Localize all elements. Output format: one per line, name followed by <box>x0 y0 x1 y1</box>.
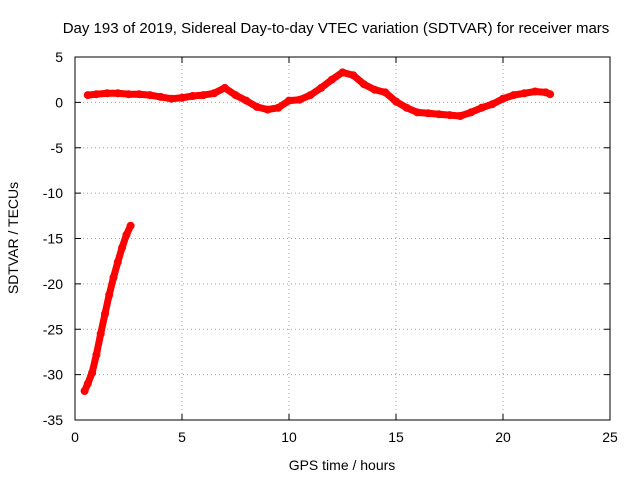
data-point <box>242 96 251 105</box>
data-point <box>392 97 400 106</box>
data-point <box>188 92 197 100</box>
data-point <box>103 89 112 98</box>
data-point <box>210 89 219 98</box>
data-point <box>349 71 358 80</box>
data-point <box>135 90 144 99</box>
data-point <box>456 112 465 120</box>
data-point <box>124 90 133 99</box>
x-tick-label: 25 <box>602 429 618 445</box>
data-point <box>413 108 422 117</box>
series-main <box>83 68 555 120</box>
data-point <box>109 273 118 282</box>
y-tick-label: -35 <box>43 412 63 428</box>
chart-title: Day 193 of 2019, Sidereal Day-to-day VTE… <box>63 20 610 37</box>
y-tick-label: -25 <box>43 321 63 337</box>
data-point <box>520 89 529 98</box>
data-point <box>338 68 347 77</box>
data-point <box>499 94 507 103</box>
data-point <box>285 96 293 105</box>
data-point <box>83 91 92 100</box>
data-point <box>359 80 368 89</box>
x-axis-title: GPS time / hours <box>289 457 396 473</box>
y-axis-title: SDTVAR / TECUs <box>5 182 21 294</box>
data-point <box>101 309 109 318</box>
data-point <box>231 91 240 100</box>
data-point <box>531 87 540 96</box>
data-point <box>122 230 131 239</box>
data-point <box>167 94 176 103</box>
data-point <box>546 90 555 99</box>
x-tick-label: 0 <box>71 429 79 445</box>
y-tick-label: -30 <box>43 367 63 383</box>
data-point <box>488 100 497 109</box>
series-early <box>80 221 135 395</box>
data-point <box>88 368 97 377</box>
data-point <box>445 111 454 120</box>
x-tick-label: 10 <box>281 429 297 445</box>
data-point <box>263 105 272 114</box>
series-group <box>80 68 555 395</box>
data-point <box>105 290 114 299</box>
data-point <box>126 221 135 230</box>
data-point <box>402 103 411 112</box>
x-tick-label: 15 <box>388 429 404 445</box>
data-point <box>178 93 186 102</box>
ticks: 0 5 10 15 20 25 -35 -30 -25 -20 -15 -10 -5 0 5 <box>43 49 618 445</box>
data-point <box>156 92 165 101</box>
data-point <box>113 258 122 267</box>
data-point <box>477 103 486 112</box>
data-point <box>424 109 433 118</box>
y-tick-label: -10 <box>43 185 63 201</box>
data-point <box>92 90 101 99</box>
data-point <box>92 350 101 359</box>
data-point <box>96 329 105 338</box>
data-point <box>220 83 229 92</box>
data-point <box>306 91 315 100</box>
x-tick-label: 5 <box>178 429 186 445</box>
data-point <box>370 85 379 94</box>
data-point <box>327 75 336 84</box>
y-tick-label: 5 <box>55 49 63 65</box>
labels: Day 193 of 2019, Sidereal Day-to-day VTE… <box>5 20 609 473</box>
data-point <box>199 91 208 100</box>
y-tick-label: -20 <box>43 276 63 292</box>
y-tick-label: -15 <box>43 231 63 247</box>
data-point <box>113 89 122 98</box>
data-point <box>381 88 390 97</box>
data-point <box>466 108 475 117</box>
y-tick-label: 0 <box>55 94 63 110</box>
data-point <box>317 83 326 92</box>
data-point <box>83 379 92 388</box>
y-tick-label: -5 <box>51 140 64 156</box>
grid <box>75 57 610 420</box>
data-point <box>145 91 154 100</box>
data-point <box>434 110 443 119</box>
x-tick-label: 20 <box>495 429 511 445</box>
data-point <box>274 103 283 112</box>
data-point <box>509 91 518 100</box>
data-point <box>80 387 89 395</box>
data-point <box>252 102 261 111</box>
data-point <box>118 243 127 252</box>
data-point <box>295 95 304 104</box>
